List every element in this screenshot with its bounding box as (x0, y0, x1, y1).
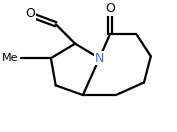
Text: Me: Me (2, 53, 19, 63)
Text: O: O (105, 2, 115, 15)
Text: O: O (25, 7, 35, 20)
Text: N: N (95, 52, 104, 65)
